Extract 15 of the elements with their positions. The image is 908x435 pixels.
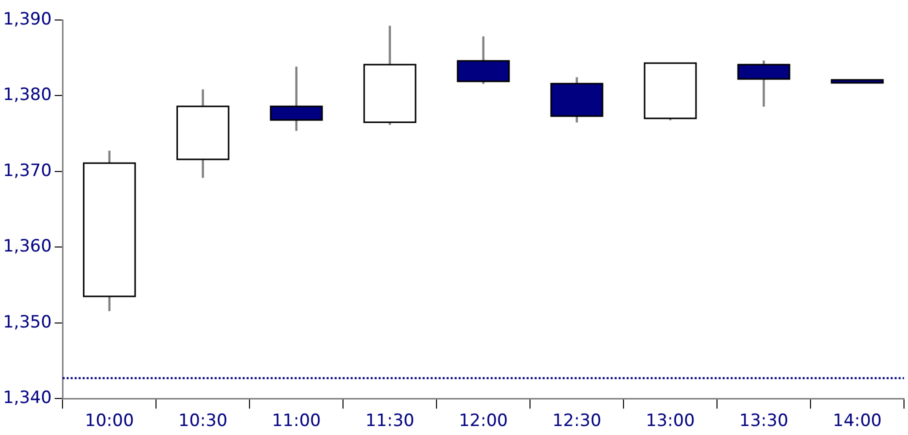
x-tick-label: 10:30 [178,411,228,432]
x-tick-label: 13:00 [646,411,695,432]
x-tick-label: 13:30 [739,411,788,432]
x-tick-label: 12:30 [552,411,602,432]
y-tick-label: 1,350 [2,312,52,332]
y-tick-label: 1,340 [2,388,52,408]
x-tick-label: 14:00 [832,411,882,432]
y-tick-label: 1,360 [2,236,52,257]
x-tick-label: 11:00 [272,411,321,432]
x-tick-label: 10:00 [84,411,134,432]
x-tick-label: 11:30 [365,411,414,432]
x-tick-label: 12:00 [458,411,508,432]
y-tick-label: 1,380 [2,85,52,106]
y-tick-label: 1,390 [2,9,52,30]
y-tick-label: 1,370 [2,160,52,181]
